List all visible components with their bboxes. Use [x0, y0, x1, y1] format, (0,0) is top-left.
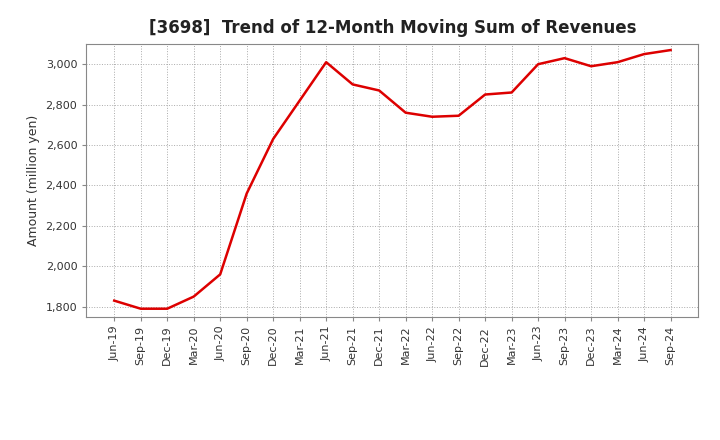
Title: [3698]  Trend of 12-Month Moving Sum of Revenues: [3698] Trend of 12-Month Moving Sum of R…: [148, 19, 636, 37]
Y-axis label: Amount (million yen): Amount (million yen): [27, 115, 40, 246]
